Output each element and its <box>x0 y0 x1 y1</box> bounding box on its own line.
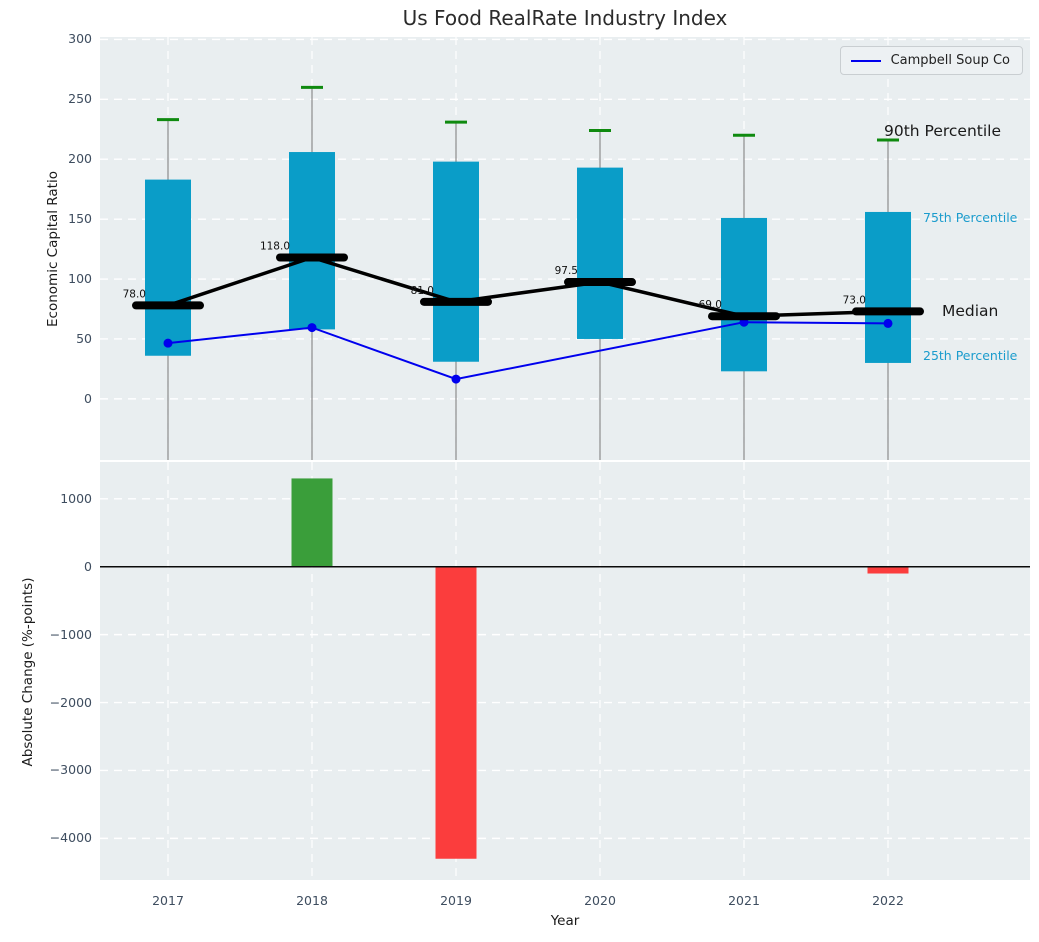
iqr-box <box>577 167 623 339</box>
median-value-label: 73.0 <box>843 294 866 306</box>
top-y-tick-label: 100 <box>68 271 92 287</box>
legend-line-sample <box>850 59 881 62</box>
top-y-axis-label: Economic Capital Ratio <box>45 171 61 327</box>
change-bar <box>867 566 909 574</box>
x-tick-label: 2019 <box>440 893 472 908</box>
bottom-axes <box>100 462 1030 880</box>
top-y-tick-label: 0 <box>84 390 92 406</box>
median-value-label: 118.0 <box>260 240 290 252</box>
change-bar <box>435 566 477 859</box>
campbell-line <box>167 321 889 381</box>
top-y-tick-label: 50 <box>76 330 92 346</box>
top-y-tick-label: 150 <box>68 211 92 227</box>
x-tick-label: 2020 <box>584 893 616 908</box>
bottom-y-tick-label: −2000 <box>49 694 92 710</box>
top-y-tick-label: 300 <box>68 31 92 47</box>
bottom-y-tick-label: 1000 <box>60 490 92 506</box>
bottom-chart-svg <box>100 462 1030 880</box>
top-y-tick-label: 250 <box>68 91 92 107</box>
legend-label: Campbell Soup Co <box>890 53 1010 68</box>
median-value-label: 97.5 <box>555 265 578 277</box>
iqr-box <box>289 152 335 330</box>
median-value-label: 69.0 <box>699 299 722 311</box>
top-axes: 78.0 118.0 81.0 97.5 69.0 73.0 Campbell Soup … <box>100 37 1030 460</box>
campbell-point <box>307 323 317 333</box>
x-axis-label: Year <box>550 913 580 929</box>
change-bar <box>291 478 333 567</box>
campbell-point <box>451 374 461 384</box>
iqr-box <box>721 217 767 372</box>
bottom-y-tick-label: 0 <box>84 558 92 574</box>
x-tick-label: 2018 <box>296 893 328 908</box>
bottom-y-tick-label: −3000 <box>49 762 92 778</box>
chart-title: Us Food RealRate Industry Index <box>402 6 728 30</box>
iqr-box <box>145 179 191 356</box>
legend: Campbell Soup Co <box>839 46 1023 75</box>
x-tick-label: 2017 <box>152 893 184 908</box>
top-y-tick-label: 200 <box>68 151 92 167</box>
annotation-90th-percentile: 90th Percentile <box>884 122 1002 140</box>
annotation-75th-percentile: 75th Percentile <box>923 210 1018 225</box>
iqr-box <box>865 211 911 363</box>
x-tick-label: 2022 <box>872 893 904 908</box>
median-connector <box>167 255 889 318</box>
iqr-box <box>433 161 479 362</box>
bottom-y-tick-label: −1000 <box>49 626 92 642</box>
campbell-point <box>163 338 173 348</box>
top-chart-svg: 78.0 118.0 81.0 97.5 69.0 73.0 <box>100 37 1030 460</box>
annotation-25th-percentile: 25th Percentile <box>923 348 1018 363</box>
median-value-label: 78.0 <box>123 288 146 300</box>
campbell-point <box>883 318 893 328</box>
bottom-y-tick-label: −4000 <box>49 830 92 846</box>
median-value-label: 81.0 <box>411 285 434 297</box>
annotation-median: Median <box>942 302 999 320</box>
x-tick-label: 2021 <box>728 893 760 908</box>
